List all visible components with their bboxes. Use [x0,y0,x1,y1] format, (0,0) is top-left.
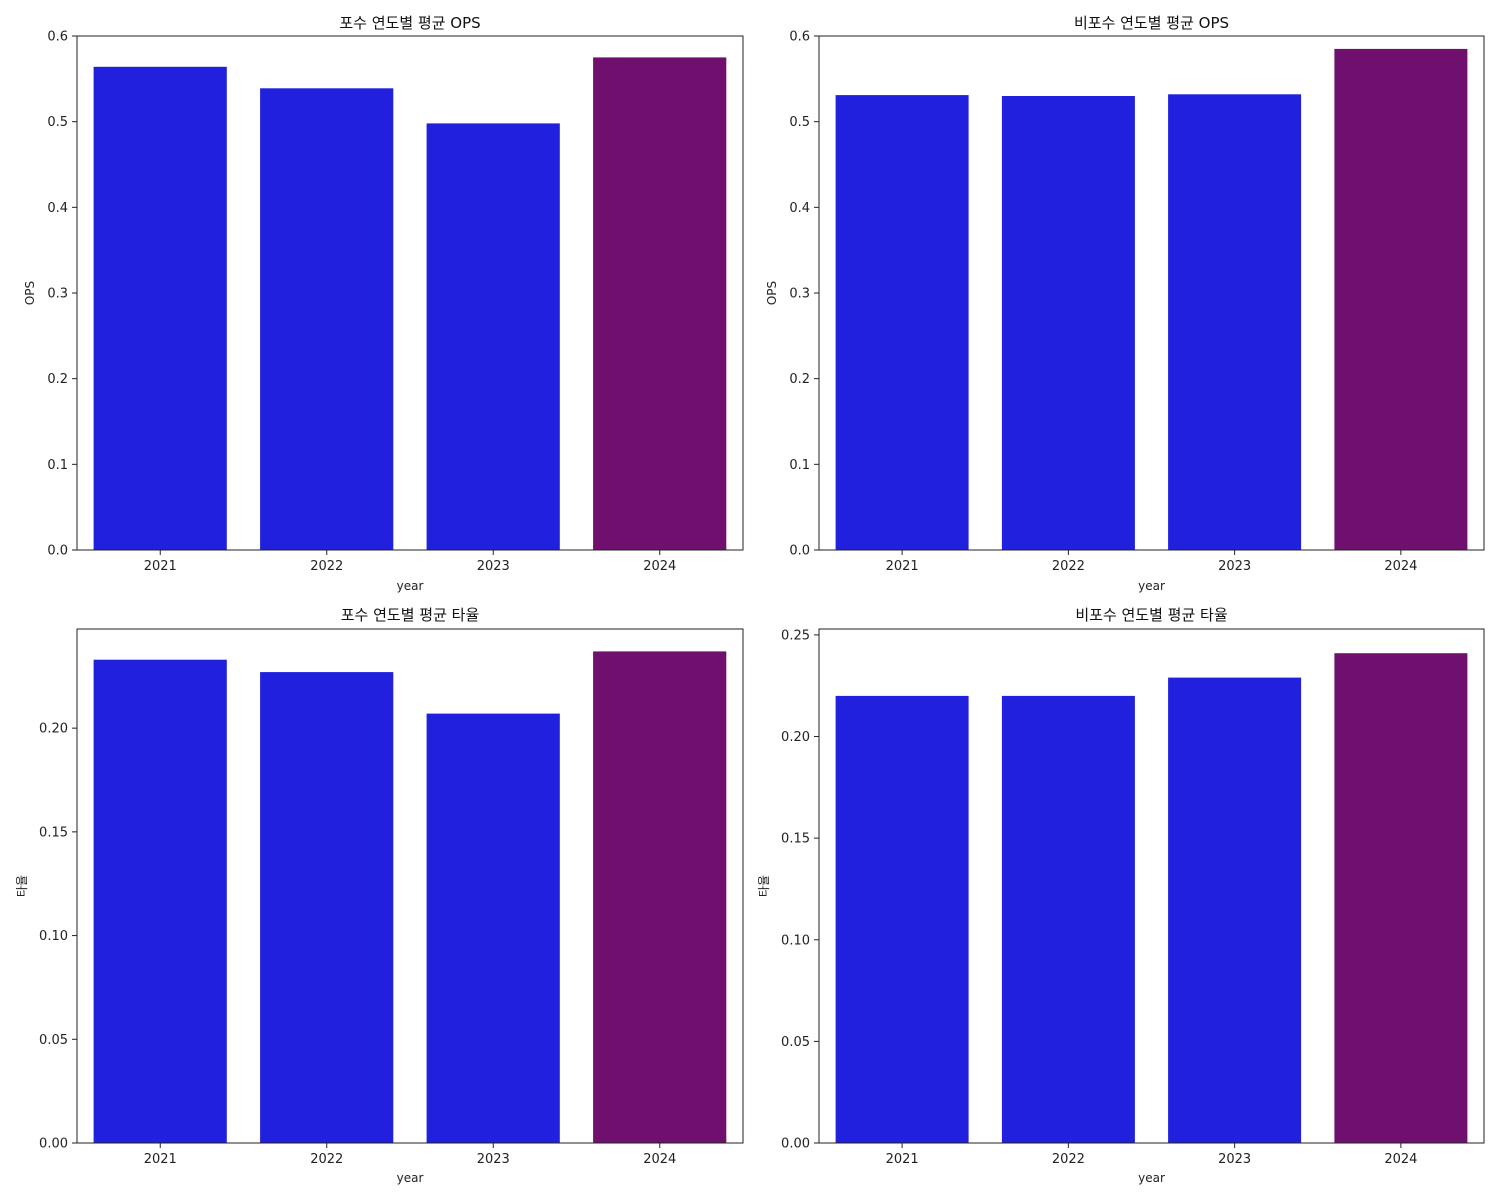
y-tick-label: 0.1 [47,458,68,473]
bar-2023 [1168,677,1302,1143]
y-tick-label: 0.00 [39,1137,68,1152]
x-tick-label: 2023 [1218,559,1251,574]
y-axis-label: OPS [23,281,37,305]
y-tick-label: 0.20 [39,722,68,737]
y-tick-label: 0.15 [39,825,68,840]
x-tick-label: 2023 [1218,1152,1251,1167]
x-tick-label: 2024 [1384,559,1417,574]
x-tick-label: 2022 [310,1152,343,1167]
plot-frame [818,628,1485,1144]
chart-title: 포수 연도별 평균 OPS [339,14,480,32]
y-tick-label: 0.10 [39,929,68,944]
x-tick-label: 2021 [886,559,919,574]
x-axis-label: year [397,579,424,593]
y-tick-label: 0.3 [789,287,810,302]
y-tick-label: 0.2 [789,372,810,387]
chart-title: 포수 연도별 평균 타율 [341,606,480,624]
y-tick-label: 0.5 [789,115,810,130]
chart-panel-3: 0.00 0.05 0.10 0.15 0.20 2021 2022 2023 2024 포수 연… [15,606,744,1185]
x-tick-label: 2024 [643,1152,676,1167]
plot-frame [76,628,744,1144]
y-axis-label: 타율 [15,875,29,897]
y-tick-label: 0.05 [781,1035,810,1050]
y-tick-label: 0.10 [781,933,810,948]
bar-2022 [260,672,394,1143]
y-tick-label: 0.3 [47,287,68,302]
x-axis-label: year [1138,579,1165,593]
y-axis-label: OPS [765,281,779,305]
chart-panel-4: 0.00 0.05 0.10 0.15 0.20 0.25 2021 2022 2023 2024… [757,606,1485,1185]
y-tick-label: 0.6 [789,30,810,45]
y-axis-label: 타율 [757,875,771,897]
x-tick-label: 2024 [643,559,676,574]
chart-panel-2: 0.0 0.1 0.2 0.3 0.4 0.5 0.6 2021 2022 2023 2024 비포수… [765,14,1485,593]
chart-panel-1: 0.0 0.1 0.2 0.3 0.4 0.5 0.6 2021 2022 2023 2024 포수 … [23,14,744,593]
x-tick-label: 2023 [477,559,510,574]
bar-2024 [593,57,727,551]
x-tick-label: 2022 [310,559,343,574]
y-tick-label: 0.0 [789,544,810,559]
bar-2021 [93,659,227,1143]
x-axis-label: year [397,1171,424,1185]
x-tick-label: 2023 [477,1152,510,1167]
y-tick-label: 0.20 [781,730,810,745]
x-tick-label: 2021 [886,1152,919,1167]
x-axis-label: year [1138,1171,1165,1185]
x-tick-label: 2022 [1052,1152,1085,1167]
bar-2024 [593,651,727,1143]
bar-2021 [93,66,227,551]
y-tick-label: 0.25 [781,628,810,643]
y-tick-label: 0.0 [47,544,68,559]
x-tick-label: 2024 [1384,1152,1417,1167]
y-tick-label: 0.1 [789,458,810,473]
y-tick-label: 0.5 [47,115,68,130]
chart-title: 비포수 연도별 평균 타율 [1075,606,1227,624]
bar-2023 [426,713,560,1143]
x-tick-label: 2021 [144,559,177,574]
bar-2023 [426,123,560,551]
bar-2021 [835,695,969,1143]
x-tick-label: 2022 [1052,559,1085,574]
y-tick-label: 0.2 [47,372,68,387]
y-tick-label: 0.4 [789,201,810,216]
x-tick-label: 2021 [144,1152,177,1167]
bar-2023 [1168,94,1302,551]
bar-2024 [1334,48,1468,551]
bar-2024 [1334,653,1468,1143]
y-tick-label: 0.00 [781,1137,810,1152]
y-tick-label: 0.6 [47,30,68,45]
y-tick-label: 0.05 [39,1033,68,1048]
bar-2022 [260,88,394,551]
y-tick-label: 0.15 [781,832,810,847]
bar-2022 [1001,96,1135,550]
bar-2021 [835,95,969,550]
y-tick-label: 0.4 [47,201,68,216]
bar-2022 [1001,695,1135,1143]
chart-title: 비포수 연도별 평균 OPS [1074,14,1229,32]
